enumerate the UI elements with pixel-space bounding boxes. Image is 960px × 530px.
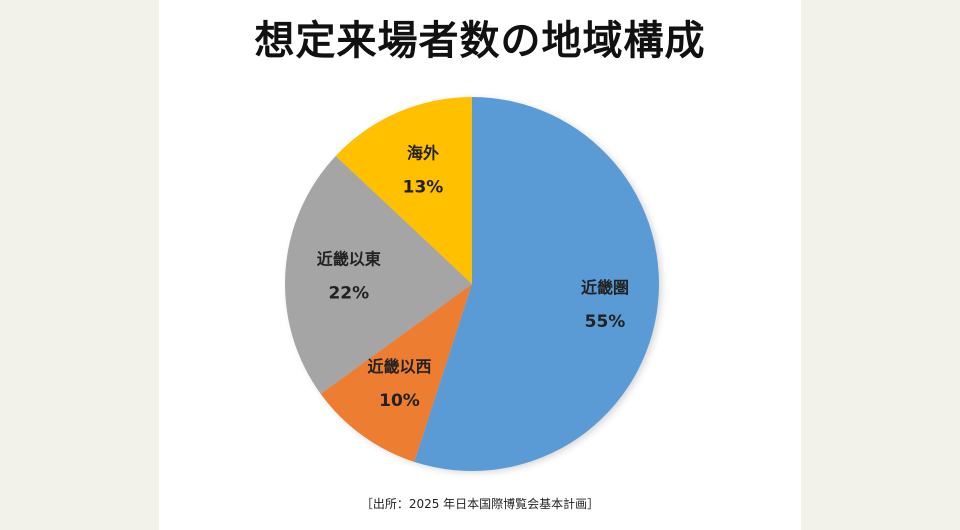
slice-value-2: 10% <box>379 391 420 411</box>
pie-slices <box>284 97 659 471</box>
pie-slice-4 <box>335 97 472 284</box>
slice-label-3: 近畿以東 <box>317 249 381 268</box>
slice-value-4: 13% <box>403 178 444 198</box>
source-note: ［出所：2025 年日本国際博覧会基本計画］ <box>360 497 600 511</box>
pie-labels: 近畿圏 55% 近畿以西 10% 近畿以東 22% 海外 13% <box>317 144 629 411</box>
pie-slice-1 <box>414 97 659 471</box>
pie-chart: 近畿圏 55% 近畿以西 10% 近畿以東 22% 海外 13% <box>284 97 661 472</box>
slice-value-3: 22% <box>328 283 369 303</box>
pie-slice-2 <box>320 284 472 462</box>
pie-slice-3 <box>284 155 472 394</box>
slice-label-2: 近畿以西 <box>367 357 431 376</box>
chart-title: 想定来場者数の地域構成 <box>254 18 706 64</box>
slice-label-4: 海外 <box>407 144 439 163</box>
slice-label-1: 近畿圏 <box>581 278 629 297</box>
slice-value-1: 55% <box>585 312 626 332</box>
chart-panel: 想定来場者数の地域構成 近畿圏 55% 近畿以西 10% 近畿以東 22% 海外 13% ［出… <box>159 0 801 530</box>
